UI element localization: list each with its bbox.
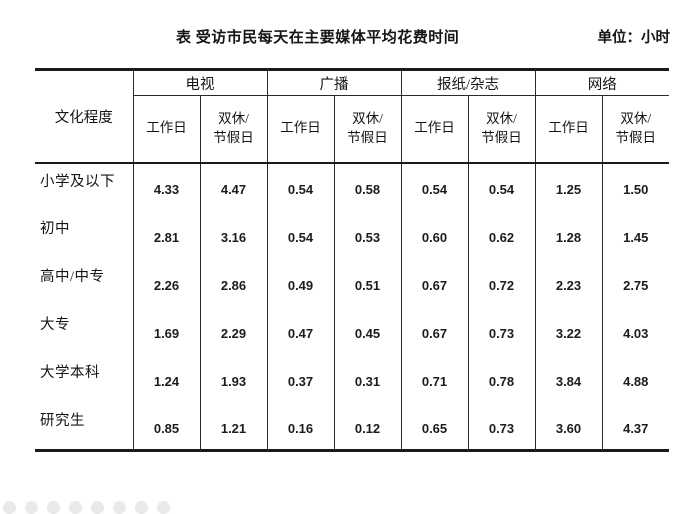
value-cell: 1.93 bbox=[199, 354, 268, 403]
value-cell: 1.24 bbox=[132, 354, 201, 403]
row-label: 大学本科 bbox=[35, 354, 134, 403]
media-time-table: 文化程度 电视 广播 报纸/杂志 网络 工作日 双休/ 节假日 工作日 双休/ … bbox=[35, 68, 669, 452]
value-cell: 0.54 bbox=[400, 162, 469, 211]
value-cell: 4.03 bbox=[601, 306, 669, 355]
row-label: 小学及以下 bbox=[35, 162, 134, 211]
dot-icon bbox=[135, 501, 148, 514]
value-cell: 0.78 bbox=[467, 354, 536, 403]
value-cell: 2.86 bbox=[199, 258, 268, 307]
header-newspaper-weekend: 双休/ 节假日 bbox=[467, 95, 536, 164]
value-cell: 4.88 bbox=[601, 354, 669, 403]
header-group-newspaper-magazine: 报纸/杂志 bbox=[400, 69, 536, 96]
value-cell: 2.81 bbox=[132, 210, 201, 259]
value-cell: 0.31 bbox=[333, 354, 402, 403]
table-row: 研究生 0.85 1.21 0.16 0.12 0.65 0.73 3.60 4… bbox=[35, 402, 669, 451]
value-cell: 2.23 bbox=[534, 258, 603, 307]
header-radio-weekend: 双休/ 节假日 bbox=[333, 95, 402, 164]
value-cell: 1.25 bbox=[534, 162, 603, 211]
header-radio-workday: 工作日 bbox=[266, 95, 335, 164]
table-row: 大专 1.69 2.29 0.47 0.45 0.67 0.73 3.22 4.… bbox=[35, 306, 669, 355]
value-cell: 0.12 bbox=[333, 402, 402, 451]
dot-icon bbox=[91, 501, 104, 514]
value-cell: 3.22 bbox=[534, 306, 603, 355]
value-cell: 0.53 bbox=[333, 210, 402, 259]
header-sub-row: 工作日 双休/ 节假日 工作日 双休/ 节假日 工作日 双休/ 节假日 工作日 … bbox=[35, 95, 669, 164]
value-cell: 0.51 bbox=[333, 258, 402, 307]
value-cell: 2.75 bbox=[601, 258, 669, 307]
table-row: 小学及以下 4.33 4.47 0.54 0.58 0.54 0.54 1.25… bbox=[35, 162, 669, 211]
dot-icon bbox=[3, 501, 16, 514]
value-cell: 0.65 bbox=[400, 402, 469, 451]
value-cell: 0.58 bbox=[333, 162, 402, 211]
row-label: 研究生 bbox=[35, 402, 134, 451]
value-cell: 4.33 bbox=[132, 162, 201, 211]
value-cell: 1.69 bbox=[132, 306, 201, 355]
unit-label: 单位：小时 bbox=[597, 30, 671, 46]
value-cell: 0.71 bbox=[400, 354, 469, 403]
header-group-internet: 网络 bbox=[534, 69, 669, 96]
value-cell: 0.73 bbox=[467, 306, 536, 355]
value-cell: 0.60 bbox=[400, 210, 469, 259]
dot-icon bbox=[25, 501, 38, 514]
table-row: 高中/中专 2.26 2.86 0.49 0.51 0.67 0.72 2.23… bbox=[35, 258, 669, 307]
header-tv-weekend: 双休/ 节假日 bbox=[199, 95, 268, 164]
value-cell: 0.54 bbox=[467, 162, 536, 211]
value-cell: 0.67 bbox=[400, 258, 469, 307]
value-cell: 0.54 bbox=[266, 210, 335, 259]
value-cell: 1.21 bbox=[199, 402, 268, 451]
header-group-tv: 电视 bbox=[132, 69, 268, 96]
row-label: 初中 bbox=[35, 210, 134, 259]
row-label: 大专 bbox=[35, 306, 134, 355]
value-cell: 1.50 bbox=[601, 162, 669, 211]
value-cell: 2.29 bbox=[199, 306, 268, 355]
table-row: 初中 2.81 3.16 0.54 0.53 0.60 0.62 1.28 1.… bbox=[35, 210, 669, 259]
value-cell: 0.85 bbox=[132, 402, 201, 451]
value-cell: 0.45 bbox=[333, 306, 402, 355]
header-tv-workday: 工作日 bbox=[132, 95, 201, 164]
value-cell: 1.28 bbox=[534, 210, 603, 259]
value-cell: 2.26 bbox=[132, 258, 201, 307]
value-cell: 0.73 bbox=[467, 402, 536, 451]
row-label: 高中/中专 bbox=[35, 258, 134, 307]
value-cell: 3.84 bbox=[534, 354, 603, 403]
dot-icon bbox=[69, 501, 82, 514]
faded-dot-row bbox=[3, 501, 170, 514]
header-education-level: 文化程度 bbox=[35, 69, 134, 164]
value-cell: 0.16 bbox=[266, 402, 335, 451]
value-cell: 4.47 bbox=[199, 162, 268, 211]
value-cell: 0.47 bbox=[266, 306, 335, 355]
title-bar: 表 受访市民每天在主要媒体平均花费时间 单位：小时 bbox=[0, 0, 700, 47]
table-title: 表 受访市民每天在主要媒体平均花费时间 bbox=[176, 30, 460, 46]
value-cell: 3.60 bbox=[534, 402, 603, 451]
value-cell: 3.16 bbox=[199, 210, 268, 259]
value-cell: 0.54 bbox=[266, 162, 335, 211]
dot-icon bbox=[47, 501, 60, 514]
value-cell: 0.49 bbox=[266, 258, 335, 307]
dot-icon bbox=[157, 501, 170, 514]
dot-icon bbox=[113, 501, 126, 514]
header-group-radio: 广播 bbox=[266, 69, 402, 96]
header-newspaper-workday: 工作日 bbox=[400, 95, 469, 164]
value-cell: 4.37 bbox=[601, 402, 669, 451]
value-cell: 0.62 bbox=[467, 210, 536, 259]
header-group-row: 文化程度 电视 广播 报纸/杂志 网络 bbox=[35, 69, 669, 164]
header-internet-weekend: 双休/ 节假日 bbox=[601, 95, 669, 164]
value-cell: 0.37 bbox=[266, 354, 335, 403]
value-cell: 0.67 bbox=[400, 306, 469, 355]
header-internet-workday: 工作日 bbox=[534, 95, 603, 164]
table-row: 大学本科 1.24 1.93 0.37 0.31 0.71 0.78 3.84 … bbox=[35, 354, 669, 403]
value-cell: 0.72 bbox=[467, 258, 536, 307]
value-cell: 1.45 bbox=[601, 210, 669, 259]
